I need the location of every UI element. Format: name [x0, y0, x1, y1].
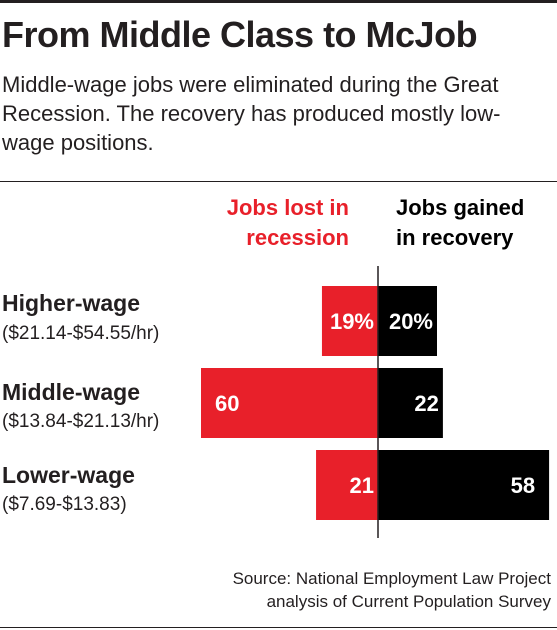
value-label-gained-lower-wage: 58 [511, 473, 535, 498]
legend-jobs-gained: Jobs gained in recovery [396, 193, 556, 253]
category-label-lower-wage: Lower-wage [2, 462, 135, 488]
category-label-higher-wage: Higher-wage [2, 290, 141, 316]
bar-gained-middle-wage [378, 368, 443, 438]
legend-jobs-lost: Jobs lost in recession [169, 193, 349, 253]
bar-lost-middle-wage [201, 368, 378, 438]
bar-lost-higher-wage [321, 286, 378, 356]
header-divider [0, 181, 557, 182]
legend-jobs-gained-line2: in recovery [396, 225, 514, 250]
value-label-gained-higher-wage: 20% [389, 309, 433, 334]
bottom-rule [0, 627, 557, 628]
legend-jobs-gained-line1: Jobs gained [396, 195, 525, 220]
bar-gained-higher-wage [378, 286, 437, 356]
chart-subtitle: Middle-wage jobs were eliminated during … [2, 72, 501, 155]
chart-title: From Middle Class to McJob [2, 14, 478, 55]
value-label-lost-middle-wage: 60 [215, 391, 239, 416]
value-label-lost-lower-wage: 21 [350, 473, 374, 498]
category-range-middle-wage: ($13.84-$21.13/hr) [2, 411, 160, 432]
source-note: Source: National Employment Law Project … [151, 567, 551, 613]
bar-gained-lower-wage [378, 450, 550, 520]
category-range-higher-wage: ($21.14-$54.55/hr) [2, 323, 160, 344]
source-line2: analysis of Current Population Survey [266, 592, 551, 611]
source-line1: Source: National Employment Law Project [232, 569, 551, 588]
top-rule [0, 0, 557, 3]
category-label-middle-wage: Middle-wage [2, 379, 141, 405]
legend-jobs-lost-line1: Jobs lost in [226, 195, 349, 220]
value-label-lost-higher-wage: 19% [330, 309, 374, 334]
bar-lost-lower-wage [316, 450, 378, 520]
legend-jobs-lost-line2: recession [246, 225, 349, 250]
category-range-lower-wage: ($7.69-$13.83) [2, 494, 127, 515]
value-label-gained-middle-wage: 22 [414, 391, 438, 416]
